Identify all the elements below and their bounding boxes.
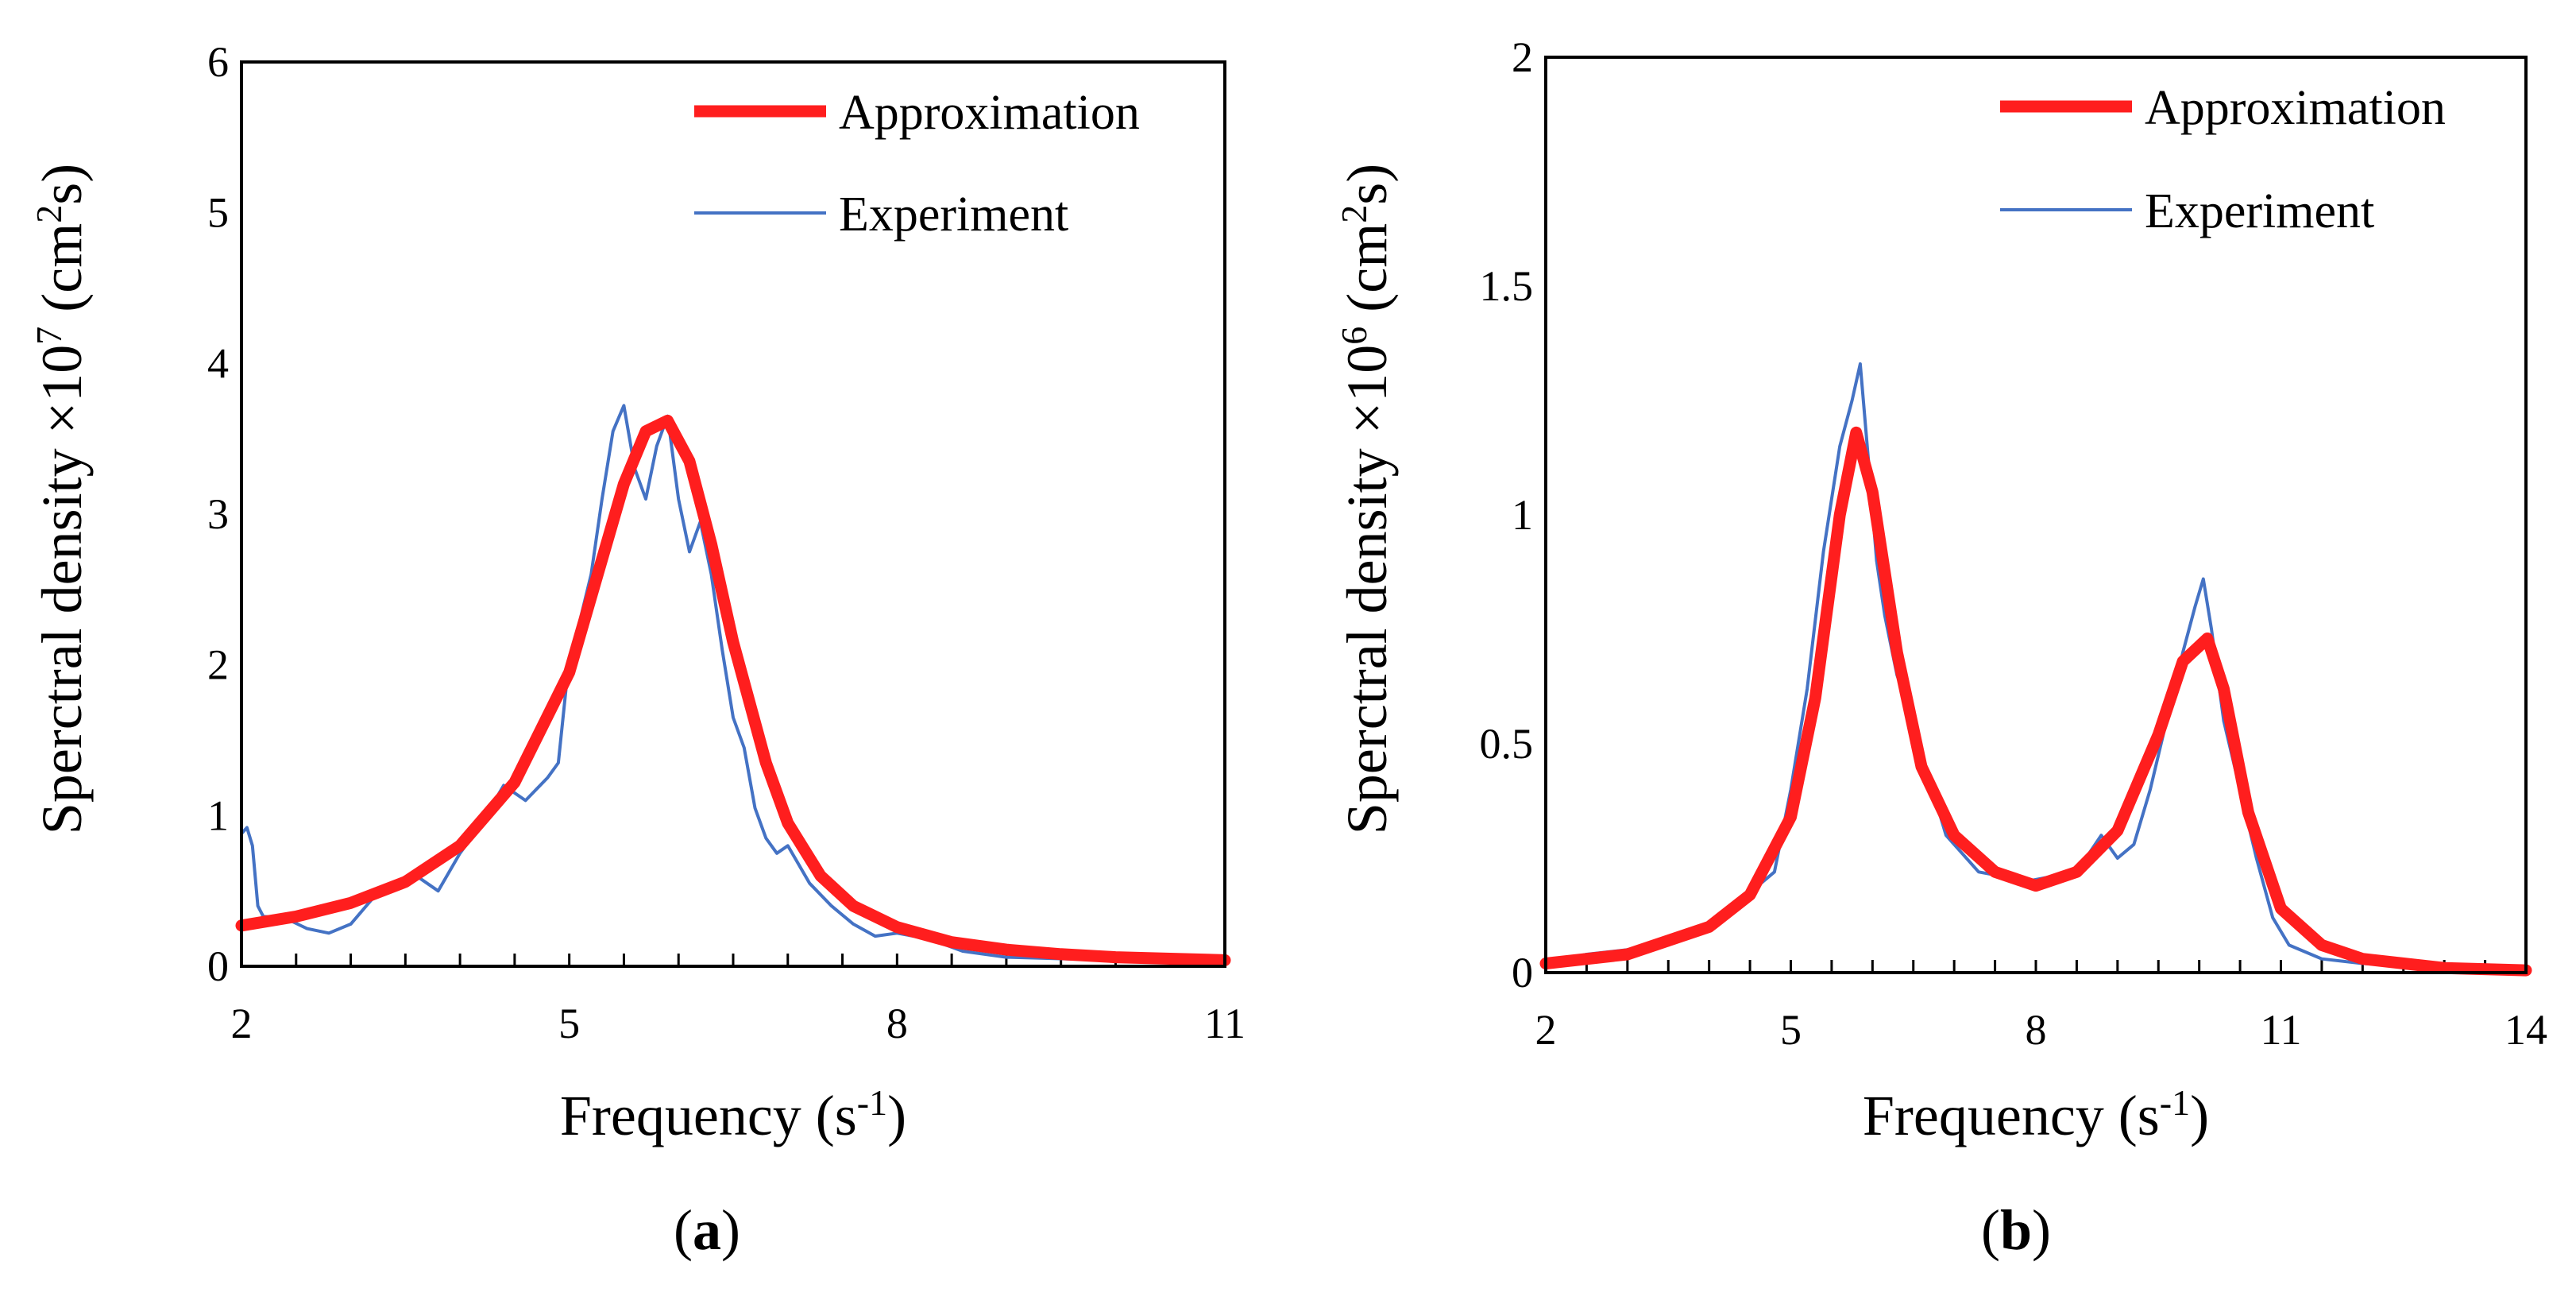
chart-b-legend-approximation-label: Approximation	[2145, 81, 2446, 135]
chart-a-y-tick-label: 5	[207, 189, 229, 237]
chart-a-y-tick-label: 0	[207, 942, 229, 990]
chart-b: Sperctral density ×106 (cm2s) 0 0.5 1 1.5 2 …	[1334, 33, 2548, 1262]
chart-b-y-tick-label: 0.5	[1480, 720, 1534, 768]
chart-a: Sperctral density ×107 (cm2s) 0 1 2 3 4 5 6 2 5…	[29, 38, 1246, 1262]
chart-b-xlabel: Frequency (s-1)	[1863, 1082, 2209, 1148]
chart-b-caption: (b)	[1981, 1198, 2051, 1262]
chart-b-y-tick-label: 0	[1512, 949, 1533, 996]
chart-a-ylabel: Sperctral density ×107 (cm2s)	[29, 164, 95, 834]
chart-a-y-tick-labels: 0 1 2 3 4 5 6	[207, 38, 229, 990]
chart-b-y-tick-label: 1.5	[1480, 262, 1534, 310]
chart-b-y-tick-label: 1	[1512, 491, 1533, 539]
chart-b-legend-experiment-label: Experiment	[2145, 184, 2374, 238]
chart-b-x-tick-label: 5	[1780, 1006, 1802, 1054]
chart-a-y-tick-label: 4	[207, 339, 229, 387]
chart-b-x-tick-label: 2	[1535, 1006, 1557, 1054]
chart-b-x-tick-label: 14	[2505, 1006, 2547, 1054]
chart-b-experiment-line	[1545, 362, 2527, 973]
chart-a-x-tick-labels: 2 5 8 11	[231, 1000, 1246, 1047]
chart-a-legend: Approximation Experiment	[694, 86, 1140, 242]
chart-a-experiment-line	[240, 404, 1225, 964]
chart-a-y-tick-label: 3	[207, 490, 229, 538]
chart-a-y-tick-label: 6	[207, 38, 229, 86]
chart-a-x-tick-label: 5	[558, 1000, 580, 1047]
chart-a-xlabel: Frequency (s-1)	[560, 1082, 906, 1148]
chart-a-y-tick-label: 1	[207, 791, 229, 839]
chart-a-plot-frame	[240, 60, 1226, 968]
chart-b-y-tick-labels: 0 0.5 1 1.5 2	[1480, 33, 1534, 996]
chart-b-x-tick-label: 11	[2261, 1006, 2302, 1054]
chart-a-approximation-line	[235, 414, 1231, 966]
chart-a-legend-approximation-label: Approximation	[839, 86, 1140, 140]
chart-a-legend-experiment-label: Experiment	[839, 188, 1068, 242]
chart-b-x-tick-label: 8	[2026, 1006, 2047, 1054]
chart-b-plot-frame	[1544, 56, 2528, 974]
chart-a-x-tick-label: 11	[1204, 1000, 1246, 1047]
chart-a-y-tick-label: 2	[207, 641, 229, 689]
chart-b-approximation-line	[1539, 426, 2532, 977]
chart-b-y-tick-label: 2	[1512, 33, 1533, 81]
chart-b-x-tick-labels: 2 5 8 11 14	[1535, 1006, 2548, 1054]
chart-b-legend: Approximation Experiment	[2000, 81, 2446, 238]
chart-a-x-tick-label: 2	[231, 1000, 253, 1047]
chart-a-caption: (a)	[674, 1198, 740, 1262]
chart-b-ylabel: Sperctral density ×106 (cm2s)	[1334, 164, 1400, 834]
chart-a-x-tick-label: 8	[886, 1000, 908, 1047]
